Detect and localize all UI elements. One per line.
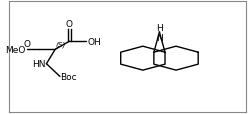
Text: O: O bbox=[66, 20, 73, 29]
Text: HN: HN bbox=[32, 60, 45, 69]
Text: Boc: Boc bbox=[60, 72, 77, 81]
Text: N: N bbox=[156, 33, 163, 42]
Text: (S): (S) bbox=[56, 41, 66, 48]
Text: O: O bbox=[23, 39, 30, 48]
Text: H: H bbox=[156, 23, 163, 32]
Text: MeO: MeO bbox=[5, 45, 26, 54]
Text: OH: OH bbox=[87, 37, 101, 46]
